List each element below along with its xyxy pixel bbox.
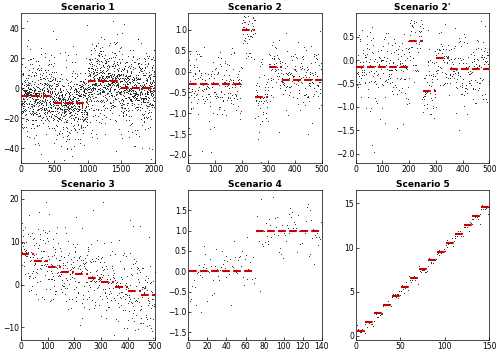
Title: Scenario 1: Scenario 1 (61, 3, 114, 12)
Title: Scenario 2': Scenario 2' (394, 3, 451, 12)
Title: Scenario 5: Scenario 5 (396, 180, 450, 189)
Title: Scenario 2: Scenario 2 (228, 3, 282, 12)
Title: Scenario 3: Scenario 3 (61, 180, 114, 189)
Title: Scenario 4: Scenario 4 (228, 180, 282, 189)
